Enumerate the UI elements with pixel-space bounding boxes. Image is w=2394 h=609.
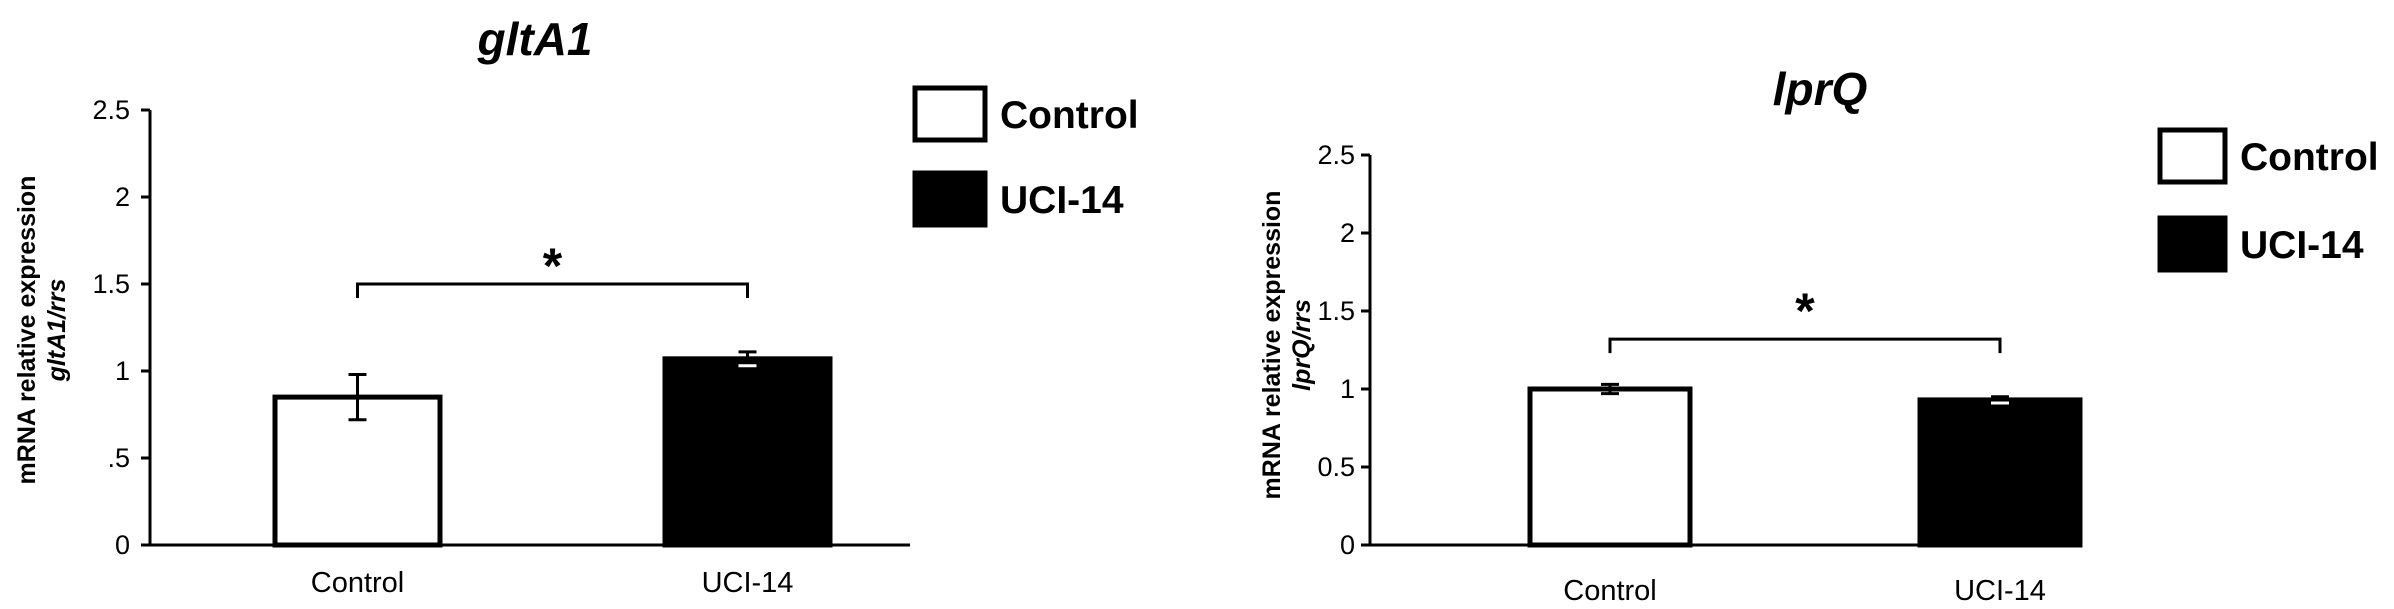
chart-title: gltA1 <box>477 13 593 65</box>
bar-uci-14 <box>1917 397 2083 548</box>
chart-title: lprQ <box>1773 63 1868 115</box>
significance-marker: * <box>1795 283 1815 339</box>
y-axis-sublabel: lprQ/rrs <box>1288 299 1316 391</box>
legend-label: UCI-14 <box>2240 224 2364 267</box>
legend-swatch-uci-14 <box>2157 215 2228 273</box>
y-tick-label: 0.5 <box>1317 452 1355 482</box>
y-tick-label: 2.5 <box>1317 140 1355 170</box>
y-tick-label: .5 <box>107 443 130 473</box>
bar-control <box>1527 386 1693 548</box>
x-category-label: Control <box>311 567 405 599</box>
legend-label: UCI-14 <box>1000 179 1124 222</box>
x-category-label: UCI-14 <box>702 567 794 599</box>
bar-uci-14 <box>662 356 833 548</box>
y-tick-label: 0 <box>115 530 130 560</box>
legend-swatch-control <box>2157 127 2228 185</box>
chart-panel-gltA1: gltA1 mRNA relative expression gltA1/rrs 0.… <box>13 13 1139 599</box>
y-axis-label: mRNA relative expression <box>1258 191 1286 500</box>
bar-control <box>272 394 443 548</box>
legend-swatch-uci-14 <box>912 170 988 228</box>
legend-label: Control <box>1000 94 1139 137</box>
legend-swatch-control <box>912 85 988 143</box>
y-axis-sublabel: gltA1/rrs <box>43 279 71 383</box>
significance-marker: * <box>543 238 563 294</box>
y-tick-label: 2 <box>115 182 130 212</box>
significance-bracket <box>356 282 749 298</box>
significance-bracket <box>1608 337 2002 354</box>
y-tick-label: 1 <box>115 356 130 386</box>
y-tick-label: 2 <box>1340 218 1355 248</box>
chart-panel-lprQ: lprQ mRNA relative expression lprQ/rrs 0 0.5… <box>1258 63 2379 607</box>
x-category-label: Control <box>1563 575 1657 607</box>
y-tick-label: 1 <box>1340 374 1355 404</box>
y-tick-label: 0 <box>1340 530 1355 560</box>
x-category-label: UCI-14 <box>1954 575 2046 607</box>
legend-label: Control <box>2240 136 2379 179</box>
y-tick-label: 1.5 <box>92 269 130 299</box>
y-axis-label: mRNA relative expression <box>13 176 41 485</box>
y-tick-label: 1.5 <box>1317 296 1355 326</box>
y-tick-label: 2.5 <box>92 95 130 125</box>
